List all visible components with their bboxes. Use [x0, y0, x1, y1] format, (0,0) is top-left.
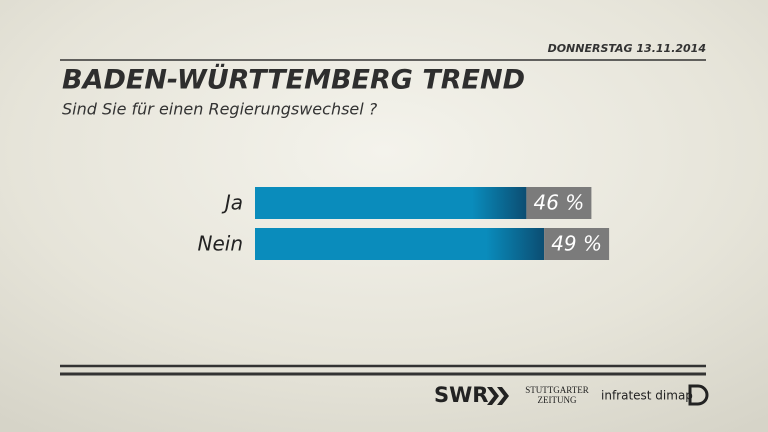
value-label-box: [526, 187, 592, 219]
logo-swr: SWR: [434, 383, 488, 407]
value-label: 46 %: [533, 191, 584, 215]
date: DONNERSTAG 13.11.2014: [548, 42, 706, 55]
logo-stuttgarter: STUTTGARTER: [525, 385, 588, 395]
chart-title: BADEN-WÜRTTEMBERG TREND: [62, 63, 525, 96]
logo-zeitung: ZEITUNG: [538, 395, 577, 405]
value-label-box: [544, 228, 610, 260]
logo-infratest: infratest dimap: [601, 389, 693, 403]
logo-arrows: [487, 387, 509, 405]
bar: [255, 228, 545, 260]
bar: [255, 187, 527, 219]
logo-dimap-icon: [688, 384, 709, 406]
value-label: 49 %: [551, 232, 602, 256]
chart-subtitle: Sind Sie für einen Regierungswechsel ?: [62, 100, 378, 119]
category-label: Nein: [198, 232, 244, 256]
category-label: Ja: [221, 191, 243, 215]
